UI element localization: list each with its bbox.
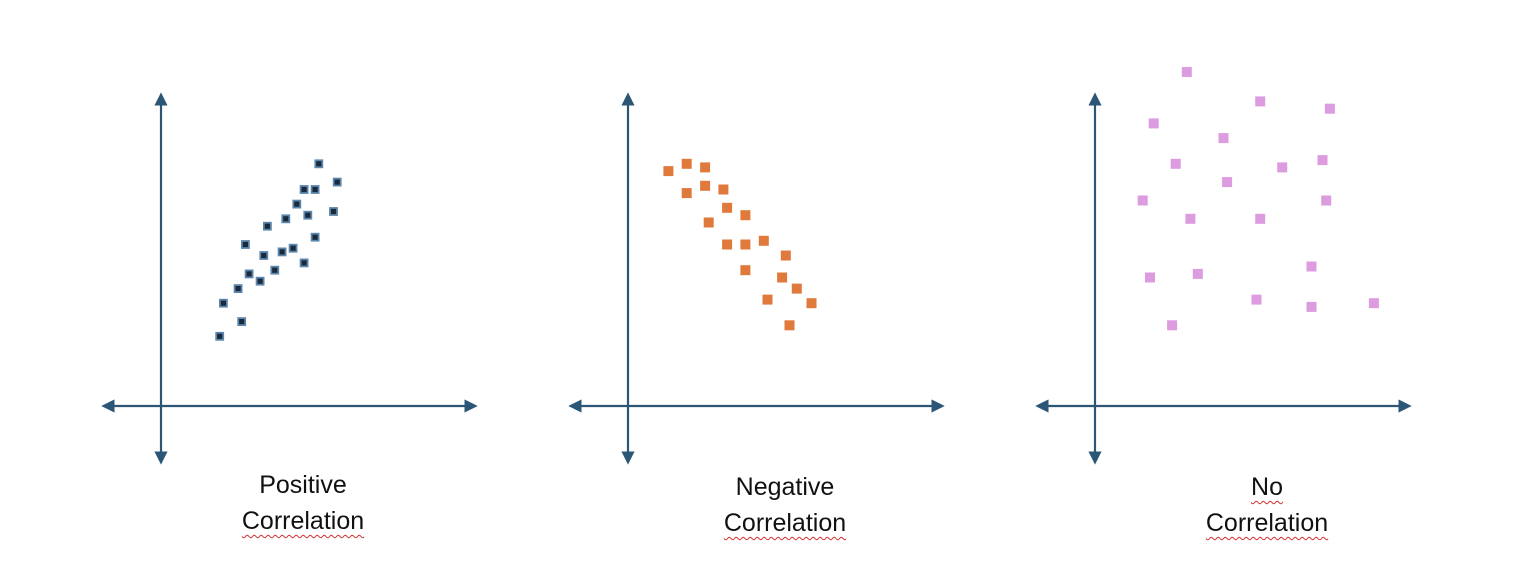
- no-correlation-point: [1167, 320, 1178, 331]
- no-correlation-scatter-panel: [1035, 67, 1412, 465]
- positive-point: [244, 269, 254, 279]
- positive-point: [310, 232, 320, 242]
- negative-point: [740, 239, 751, 250]
- negative-point: [722, 239, 733, 250]
- negative-point: [700, 180, 711, 191]
- positive-points: [215, 159, 342, 341]
- positive-point: [259, 251, 269, 260]
- negative-correlation-caption: Negative Correlation: [635, 469, 935, 541]
- positive-correlation-caption: Positive Correlation: [153, 467, 453, 539]
- no-correlation-point: [1218, 133, 1229, 144]
- caption-line: Positive: [259, 471, 347, 499]
- no-correlation-point: [1137, 195, 1148, 206]
- positive-point: [233, 284, 243, 294]
- positive-scatter-panel: [101, 92, 478, 465]
- no-correlation-point: [1317, 155, 1328, 166]
- caption-line: Correlation: [723, 509, 847, 537]
- no-correlation-point: [1170, 158, 1181, 169]
- positive-point: [270, 265, 280, 275]
- no-correlation-point: [1192, 268, 1203, 279]
- no-correlation-caption: No Correlation: [1117, 469, 1417, 541]
- positive-point: [262, 221, 272, 231]
- negative-point: [681, 158, 692, 169]
- positive-point: [255, 276, 265, 286]
- positive-point: [299, 185, 309, 194]
- caption-line: Correlation: [241, 507, 365, 535]
- negative-point: [762, 294, 773, 305]
- no-correlation-point: [1251, 294, 1262, 305]
- positive-point: [310, 185, 320, 194]
- no-correlation-point: [1185, 213, 1196, 224]
- positive-point: [299, 258, 309, 268]
- positive-point: [332, 177, 342, 187]
- positive-point: [218, 298, 228, 308]
- negative-point: [663, 166, 674, 177]
- no-correlation-point: [1145, 272, 1155, 283]
- negative-point: [758, 235, 769, 246]
- negative-point: [718, 184, 729, 195]
- positive-point: [281, 214, 291, 224]
- no-correlation-point: [1148, 118, 1159, 129]
- negative-point: [681, 188, 692, 199]
- no-correlation-point: [1321, 195, 1332, 206]
- negative-point: [777, 272, 788, 283]
- negative-point: [784, 320, 795, 331]
- no-correlation-point: [1368, 298, 1379, 309]
- caption-line: No: [1251, 473, 1283, 501]
- negative-points: [663, 158, 817, 331]
- positive-point: [237, 317, 247, 327]
- positive-point: [314, 159, 324, 169]
- no-correlation-point: [1255, 213, 1266, 224]
- positive-point: [329, 207, 338, 216]
- positive-point: [292, 199, 302, 209]
- positive-point: [215, 331, 225, 341]
- negative-point: [780, 250, 791, 261]
- no-correlation-point: [1181, 67, 1192, 77]
- negative-point: [740, 210, 751, 221]
- positive-point: [303, 210, 313, 220]
- negative-point: [740, 265, 751, 276]
- positive-point: [240, 240, 250, 249]
- negative-point: [700, 162, 711, 173]
- caption-line: Correlation: [1205, 509, 1329, 537]
- positive-point: [277, 247, 287, 257]
- negative-point: [791, 283, 802, 294]
- negative-point: [722, 202, 733, 213]
- no-correlation-point: [1306, 301, 1317, 312]
- no-correlation-point: [1277, 162, 1288, 173]
- caption-line: Negative: [735, 473, 835, 501]
- no-correlation-point: [1306, 261, 1317, 272]
- no-correlation-point: [1324, 103, 1335, 114]
- positive-point: [288, 243, 298, 253]
- no-correlation-point: [1222, 177, 1233, 188]
- no-correlation-points: [1137, 67, 1379, 331]
- negative-scatter-panel: [568, 92, 945, 465]
- negative-point: [806, 298, 817, 309]
- no-correlation-point: [1255, 96, 1266, 107]
- negative-point: [703, 217, 714, 228]
